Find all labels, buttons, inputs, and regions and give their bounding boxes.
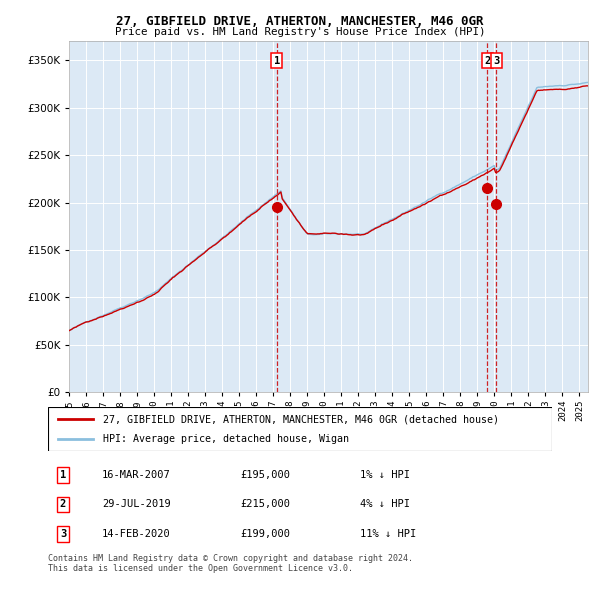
Text: 1: 1 <box>60 470 66 480</box>
Text: 2: 2 <box>60 500 66 509</box>
Text: 2: 2 <box>484 55 490 65</box>
Text: £215,000: £215,000 <box>240 500 290 509</box>
Text: 29-JUL-2019: 29-JUL-2019 <box>102 500 171 509</box>
Text: 1% ↓ HPI: 1% ↓ HPI <box>360 470 410 480</box>
Text: 4% ↓ HPI: 4% ↓ HPI <box>360 500 410 509</box>
Text: 27, GIBFIELD DRIVE, ATHERTON, MANCHESTER, M46 0GR: 27, GIBFIELD DRIVE, ATHERTON, MANCHESTER… <box>116 15 484 28</box>
Text: 27, GIBFIELD DRIVE, ATHERTON, MANCHESTER, M46 0GR (detached house): 27, GIBFIELD DRIVE, ATHERTON, MANCHESTER… <box>103 415 499 424</box>
Text: 3: 3 <box>60 529 66 539</box>
Text: Contains HM Land Registry data © Crown copyright and database right 2024.
This d: Contains HM Land Registry data © Crown c… <box>48 554 413 573</box>
Text: HPI: Average price, detached house, Wigan: HPI: Average price, detached house, Wiga… <box>103 434 349 444</box>
Text: 3: 3 <box>493 55 500 65</box>
Text: 14-FEB-2020: 14-FEB-2020 <box>102 529 171 539</box>
Text: 1: 1 <box>274 55 280 65</box>
Text: £199,000: £199,000 <box>240 529 290 539</box>
Text: 11% ↓ HPI: 11% ↓ HPI <box>360 529 416 539</box>
Text: Price paid vs. HM Land Registry's House Price Index (HPI): Price paid vs. HM Land Registry's House … <box>115 27 485 37</box>
Text: £195,000: £195,000 <box>240 470 290 480</box>
Text: 16-MAR-2007: 16-MAR-2007 <box>102 470 171 480</box>
